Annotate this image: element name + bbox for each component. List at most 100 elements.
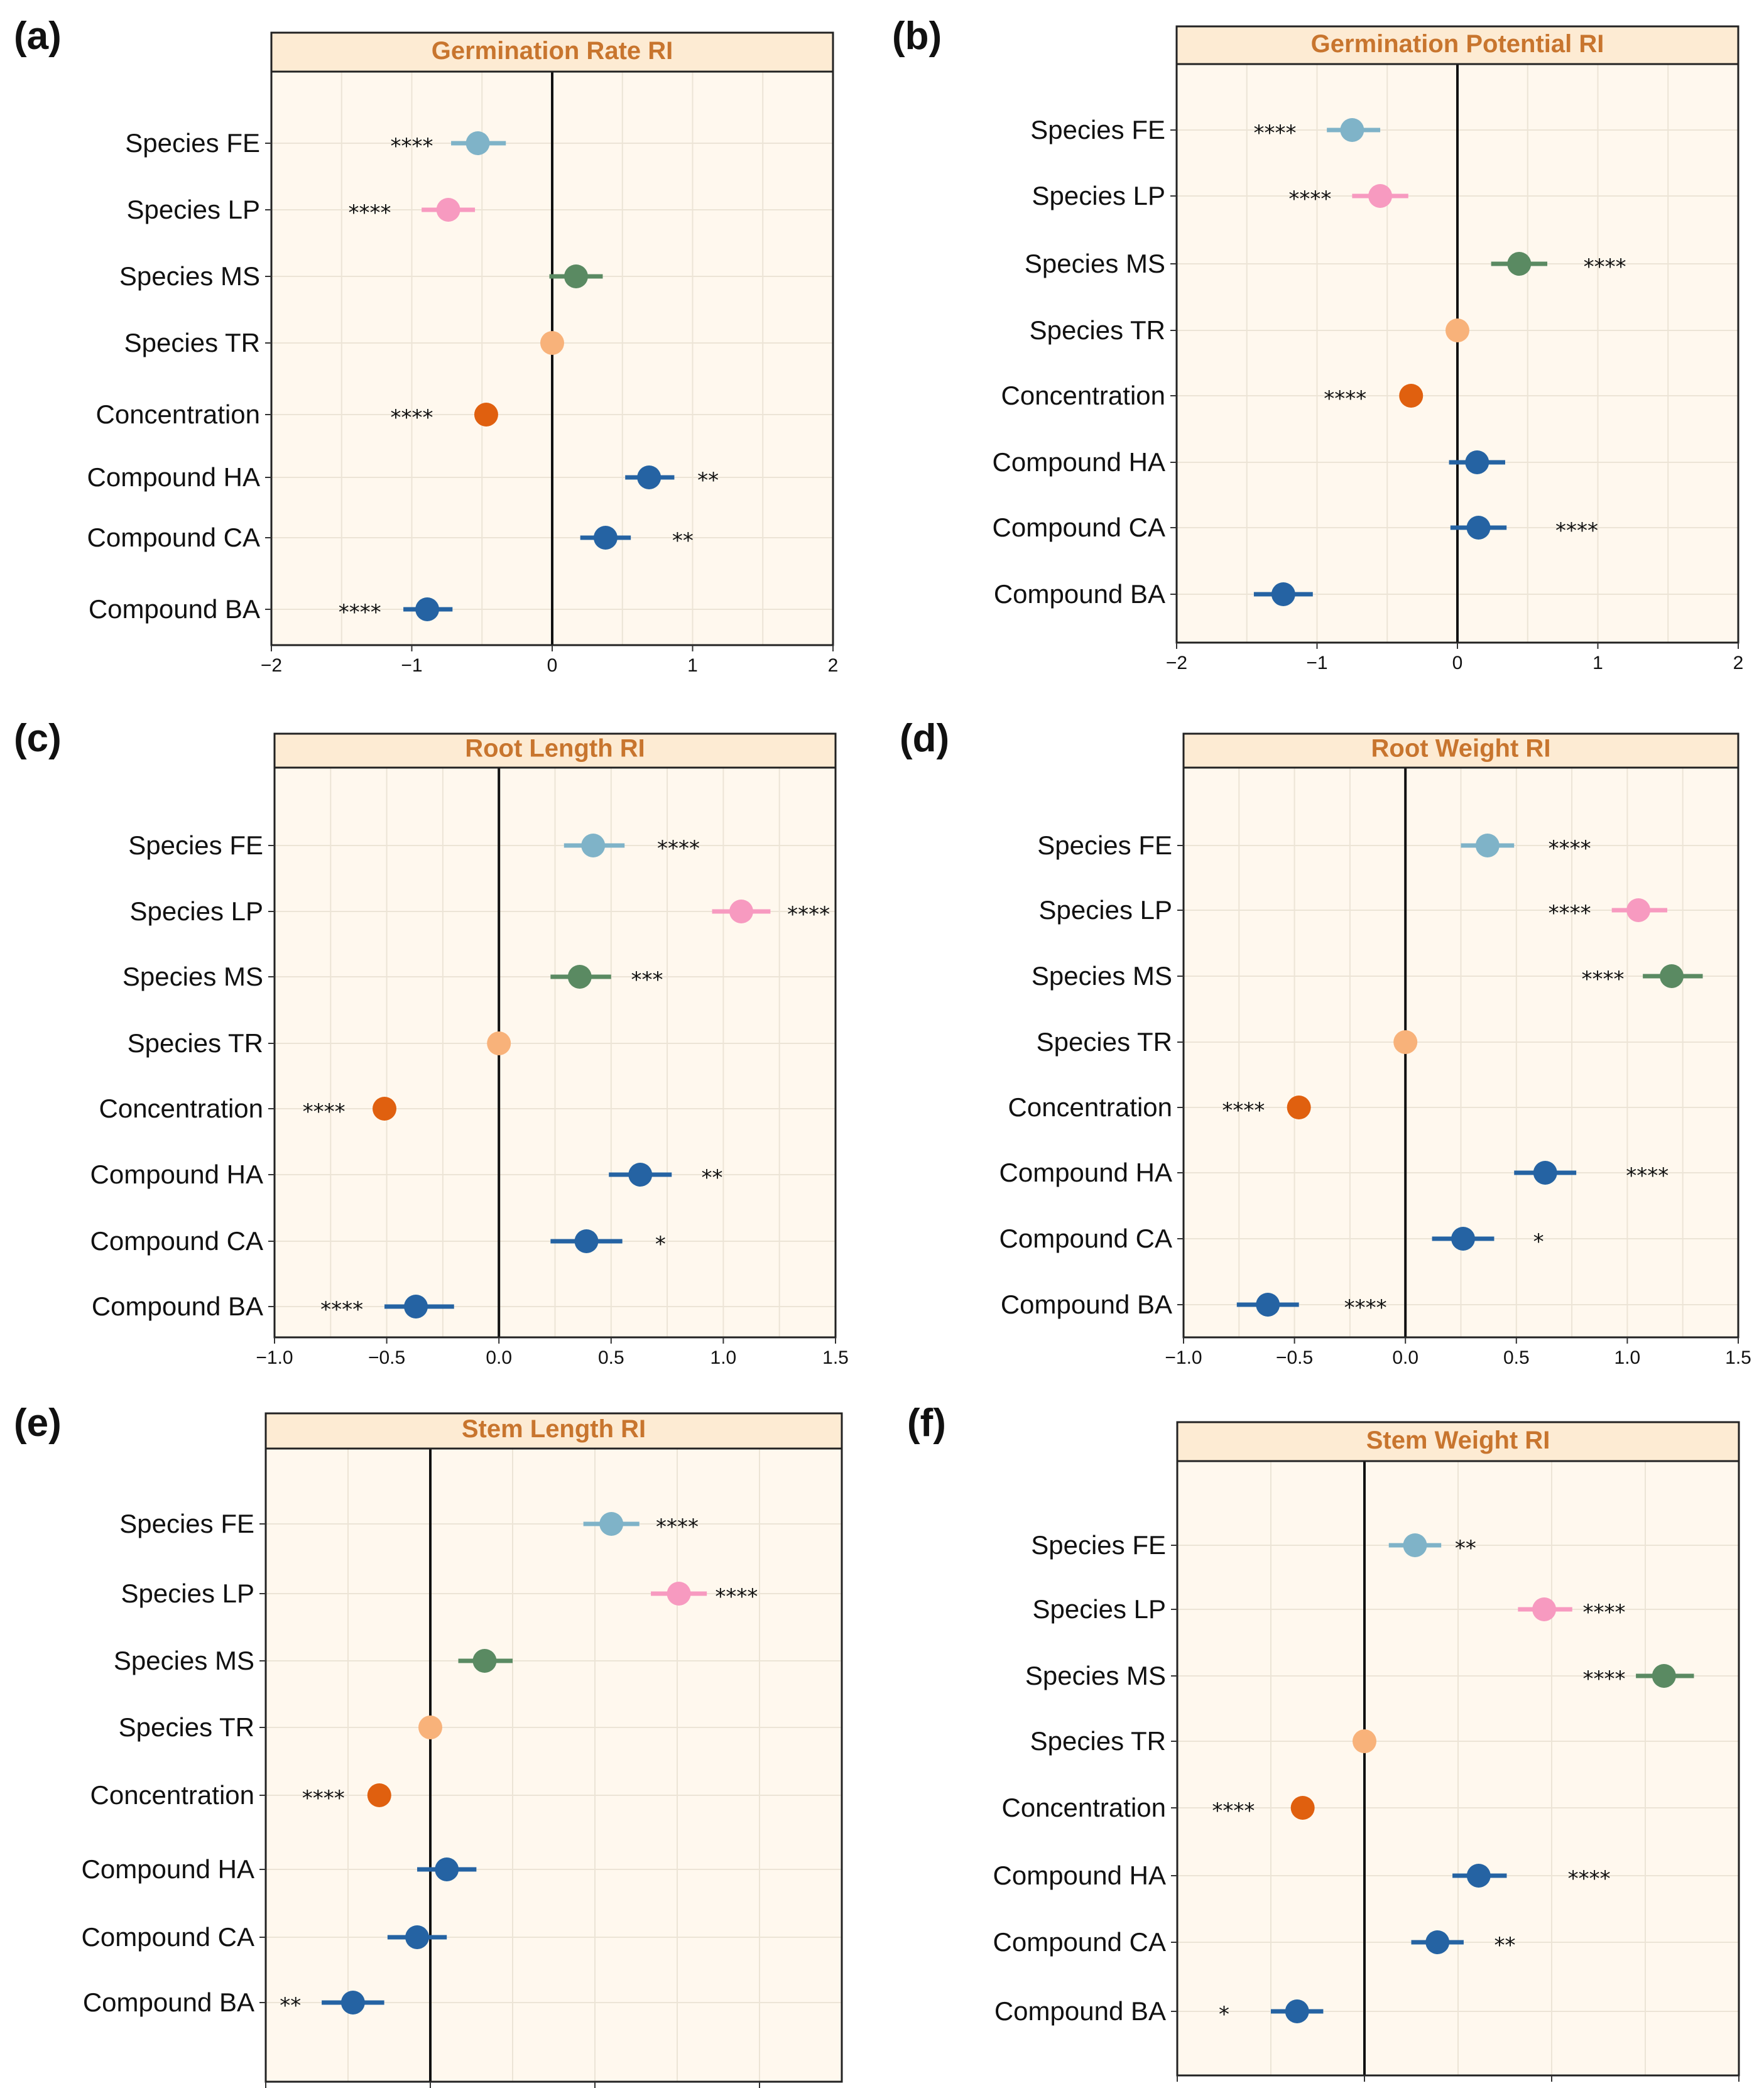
y-tick-label-compound-ca: Compound CA <box>90 1226 263 1256</box>
x-tick-label: −1.0 <box>256 1347 293 1368</box>
y-tick-label-species-lp: Species LP <box>1032 181 1165 210</box>
significance-compound-ha: **** <box>1568 1866 1611 1891</box>
point-species-fe <box>599 1512 624 1536</box>
x-tick-label: 1.5 <box>1725 1347 1751 1368</box>
y-tick-label-compound-ba: Compound BA <box>994 1996 1166 2026</box>
y-tick-label-species-ms: Species MS <box>122 962 263 991</box>
point-species-tr <box>418 1716 442 1739</box>
y-tick-label-concentration: Concentration <box>96 400 261 429</box>
point-compound-ba <box>340 1991 365 2015</box>
x-tick-label: −0.5 <box>1276 1347 1313 1368</box>
point-species-ms <box>1660 964 1684 988</box>
significance-compound-ca: * <box>1533 1229 1544 1254</box>
title-strip <box>1175 25 1740 65</box>
point-compound-ha <box>1466 1864 1491 1888</box>
significance-compound-ca: ** <box>672 528 694 553</box>
x-tick-label: −1 <box>1306 653 1327 673</box>
point-compound-ca <box>405 1925 430 1949</box>
y-tick-label-compound-ba: Compound BA <box>83 1987 254 2017</box>
significance-species-lp: **** <box>787 902 830 927</box>
y-tick-label-species-fe: Species FE <box>125 128 260 158</box>
significance-species-lp: **** <box>1582 1600 1625 1625</box>
significance-species-lp: **** <box>715 1584 758 1609</box>
point-species-lp <box>1532 1597 1557 1621</box>
panel-letter-d: (d) <box>900 717 950 760</box>
y-tick-label-species-fe: Species FE <box>128 830 263 860</box>
significance-compound-ba: **** <box>339 600 381 625</box>
point-species-ms <box>472 1649 497 1673</box>
point-concentration <box>474 403 498 427</box>
y-tick-label-compound-ca: Compound CA <box>82 1922 254 1952</box>
point-species-ms <box>567 965 592 989</box>
significance-concentration: **** <box>1212 1798 1255 1824</box>
y-tick-label-species-tr: Species TR <box>1037 1027 1172 1057</box>
y-tick-label-compound-ha: Compound HA <box>993 1861 1166 1890</box>
x-tick-label: 2 <box>1733 653 1744 673</box>
point-concentration <box>367 1783 391 1807</box>
point-species-lp <box>1368 184 1393 208</box>
point-compound-ha <box>637 465 662 489</box>
point-compound-ha <box>628 1163 653 1187</box>
significance-species-fe: **** <box>656 1514 699 1540</box>
y-tick-label-species-ms: Species MS <box>119 261 260 291</box>
y-tick-label-species-ms: Species MS <box>1025 1661 1166 1690</box>
significance-concentration: **** <box>391 405 433 430</box>
point-species-ms <box>1507 252 1532 276</box>
significance-concentration: **** <box>1222 1098 1265 1123</box>
y-tick-label-compound-ca: Compound CA <box>993 513 1165 542</box>
significance-species-ms: **** <box>1582 1667 1625 1692</box>
chart-germination-potential: Germination Potential RI Species FE **** Sp… <box>993 25 1744 673</box>
point-species-tr <box>1353 1729 1376 1753</box>
point-species-ms <box>1652 1664 1676 1688</box>
y-tick-label-compound-ha: Compound HA <box>993 447 1165 477</box>
point-compound-ba <box>404 1295 428 1319</box>
significance-species-lp: **** <box>1549 901 1591 926</box>
x-tick-label: 1 <box>1547 2085 1557 2088</box>
plot-border <box>1182 732 1740 1339</box>
chart-title: Stem Length RI <box>462 1415 646 1443</box>
plot-border <box>273 732 837 1339</box>
point-species-ms <box>564 264 588 288</box>
x-tick-label: 0.0 <box>486 1347 512 1368</box>
point-concentration <box>373 1097 397 1121</box>
y-tick-label-species-lp: Species LP <box>130 896 263 926</box>
panel-letter-c: (c) <box>14 717 62 760</box>
significance-species-ms: **** <box>1584 254 1626 280</box>
y-tick-label-concentration: Concentration <box>1001 381 1166 410</box>
y-tick-label-species-fe: Species FE <box>1031 1530 1166 1560</box>
point-species-lp <box>667 1582 691 1606</box>
significance-compound-ha: ** <box>697 468 719 493</box>
y-tick-label-species-tr: Species TR <box>119 1712 254 1742</box>
point-species-tr <box>1446 318 1469 342</box>
x-tick-label: −2 <box>261 655 282 676</box>
y-tick-label-species-tr: Species TR <box>128 1028 263 1058</box>
x-tick-label: 1 <box>687 655 698 676</box>
point-species-tr <box>1393 1030 1418 1054</box>
y-tick-label-species-lp: Species LP <box>127 195 260 224</box>
significance-species-fe: **** <box>657 836 700 861</box>
y-tick-label-species-lp: Species LP <box>121 1579 254 1608</box>
x-tick-label: 1.0 <box>710 1347 737 1368</box>
x-tick-label: 0 <box>1452 653 1463 673</box>
y-tick-label-compound-ca: Compound CA <box>999 1224 1172 1253</box>
y-tick-label-concentration: Concentration <box>90 1780 255 1810</box>
significance-concentration: **** <box>303 1099 346 1124</box>
significance-concentration: **** <box>302 1786 345 1811</box>
panel-letter-f: (f) <box>907 1401 946 1445</box>
y-tick-label-species-lp: Species LP <box>1033 1594 1166 1624</box>
point-species-tr <box>487 1031 511 1055</box>
point-species-tr <box>540 331 564 355</box>
y-tick-label-compound-ba: Compound BA <box>1001 1290 1172 1319</box>
x-tick-label: 0.0 <box>1392 1347 1418 1368</box>
point-compound-ha <box>1533 1161 1557 1185</box>
point-species-fe <box>581 834 606 857</box>
x-tick-label: −1 <box>401 655 422 676</box>
significance-compound-ha: **** <box>1626 1163 1669 1188</box>
point-species-fe <box>1340 118 1364 142</box>
point-species-fe <box>1403 1533 1427 1557</box>
y-tick-label-compound-ha: Compound HA <box>90 1160 263 1189</box>
chart-title: Germination Rate RI <box>432 37 673 65</box>
